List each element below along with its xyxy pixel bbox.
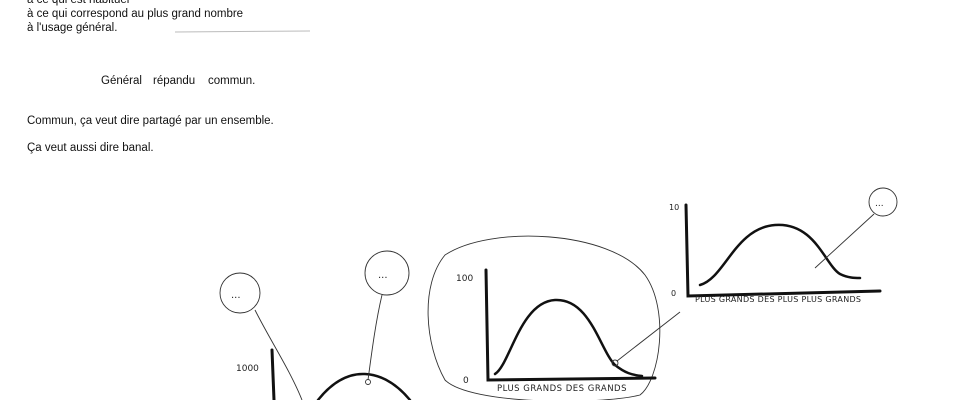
bubble — [219, 272, 261, 314]
pointer — [616, 311, 681, 362]
text-line: à l'usage général. — [27, 22, 118, 34]
pointer — [254, 309, 303, 400]
sentence: Ça veut aussi dire banal. — [27, 142, 154, 154]
bubble-text: ... — [875, 199, 884, 209]
axis-label: 1000 — [236, 364, 259, 374]
curve — [493, 298, 644, 378]
blob — [427, 235, 661, 400]
axis-label: 100 — [456, 274, 473, 284]
axis-label: PLUS GRANDS DES PLUS PLUS GRANDS — [695, 295, 861, 304]
pointer — [367, 294, 383, 381]
sentence: Commun, ça veut dire partagé par un ense… — [27, 115, 274, 127]
point — [365, 379, 371, 385]
text-line: à ce qui est habituel — [27, 0, 130, 6]
text-line: à ce qui correspond au plus grand nombre — [27, 8, 244, 20]
axis-label: PLUS GRANDS DES GRANDS — [497, 384, 627, 394]
word: commun. — [208, 75, 256, 87]
bubble-text: ... — [231, 290, 241, 301]
axis-label: 10 — [669, 203, 679, 212]
bubble-text: ... — [378, 270, 388, 281]
axis — [484, 268, 657, 382]
bubble — [868, 187, 898, 217]
axis — [270, 348, 276, 400]
axis-label: 0 — [671, 289, 676, 298]
word: Général — [101, 75, 142, 87]
pointer — [814, 213, 875, 269]
axis-label: 0 — [463, 376, 469, 386]
underline — [174, 30, 311, 33]
word: répandu — [153, 75, 196, 87]
curve — [698, 223, 862, 287]
point — [611, 359, 619, 367]
bubble — [364, 250, 410, 296]
axis — [684, 203, 882, 298]
curve — [316, 372, 412, 400]
